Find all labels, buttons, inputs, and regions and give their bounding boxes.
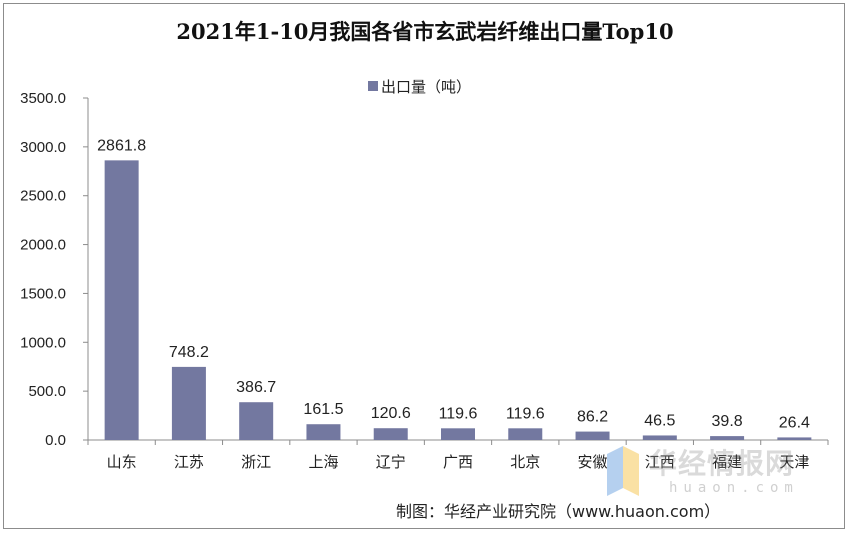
y-tick-label: 0.0 xyxy=(45,432,66,449)
data-labels: 2861.8 748.2 386.7 161.5 120.6 119.6 119.6 86.2… xyxy=(97,137,810,431)
data-label: 86.2 xyxy=(577,409,608,426)
bar xyxy=(171,366,206,440)
y-tick-label: 2500.0 xyxy=(20,188,66,205)
x-tick-label: 江西 xyxy=(645,453,675,471)
bar xyxy=(306,424,341,440)
data-label: 119.6 xyxy=(439,405,478,422)
bars xyxy=(104,160,812,440)
y-tick-label: 1500.0 xyxy=(20,285,66,302)
bar xyxy=(777,437,812,440)
x-tick-label: 上海 xyxy=(308,453,338,471)
y-tick-labels: 0.0 500.0 1000.0 1500.0 2000.0 2500.0 3000.0 35… xyxy=(20,90,66,449)
x-tick-label: 山东 xyxy=(107,453,137,471)
data-label: 748.2 xyxy=(169,344,209,361)
bar xyxy=(508,428,543,440)
data-label: 26.4 xyxy=(779,414,810,431)
legend: 出口量（吨） xyxy=(368,76,471,96)
bar xyxy=(239,402,274,440)
x-tick-label: 浙江 xyxy=(241,453,271,471)
x-tick-label: 北京 xyxy=(510,453,540,471)
data-label: 46.5 xyxy=(644,412,675,429)
y-tick-label: 500.0 xyxy=(28,383,66,400)
legend-swatch xyxy=(368,81,378,91)
x-tick-label: 江苏 xyxy=(174,453,204,471)
source-note: 制图：华经产业研究院（www.huaon.com） xyxy=(396,502,721,521)
bar xyxy=(710,436,745,440)
bar xyxy=(441,428,475,440)
bar xyxy=(104,160,139,440)
data-label: 119.6 xyxy=(506,405,545,422)
x-tick-label: 广西 xyxy=(443,453,473,471)
x-tick-label: 福建 xyxy=(712,453,742,471)
data-label: 161.5 xyxy=(303,401,343,418)
bar xyxy=(642,435,677,440)
x-tick-label: 辽宁 xyxy=(376,453,406,471)
y-tick-label: 3500.0 xyxy=(20,90,66,107)
legend-label: 出口量（吨） xyxy=(381,77,472,96)
data-label: 386.7 xyxy=(236,379,276,396)
x-tick-labels: 山东 江苏 浙江 上海 辽宁 广西 北京 安徽 江西 福建 天津 xyxy=(107,453,810,471)
x-tick-label: 安徽 xyxy=(578,453,608,471)
chart-title: 2021年1-10月我国各省市玄武岩纤维出口量Top10 xyxy=(176,19,674,44)
data-label: 2861.8 xyxy=(97,137,146,154)
bar xyxy=(373,428,408,440)
bar xyxy=(575,431,610,440)
y-tick-label: 1000.0 xyxy=(20,334,66,351)
y-tick-label: 2000.0 xyxy=(20,237,66,254)
y-tick-label: 3000.0 xyxy=(20,139,66,156)
data-label: 120.6 xyxy=(371,405,411,422)
x-tick-label: 天津 xyxy=(779,453,809,471)
data-label: 39.8 xyxy=(712,413,743,430)
